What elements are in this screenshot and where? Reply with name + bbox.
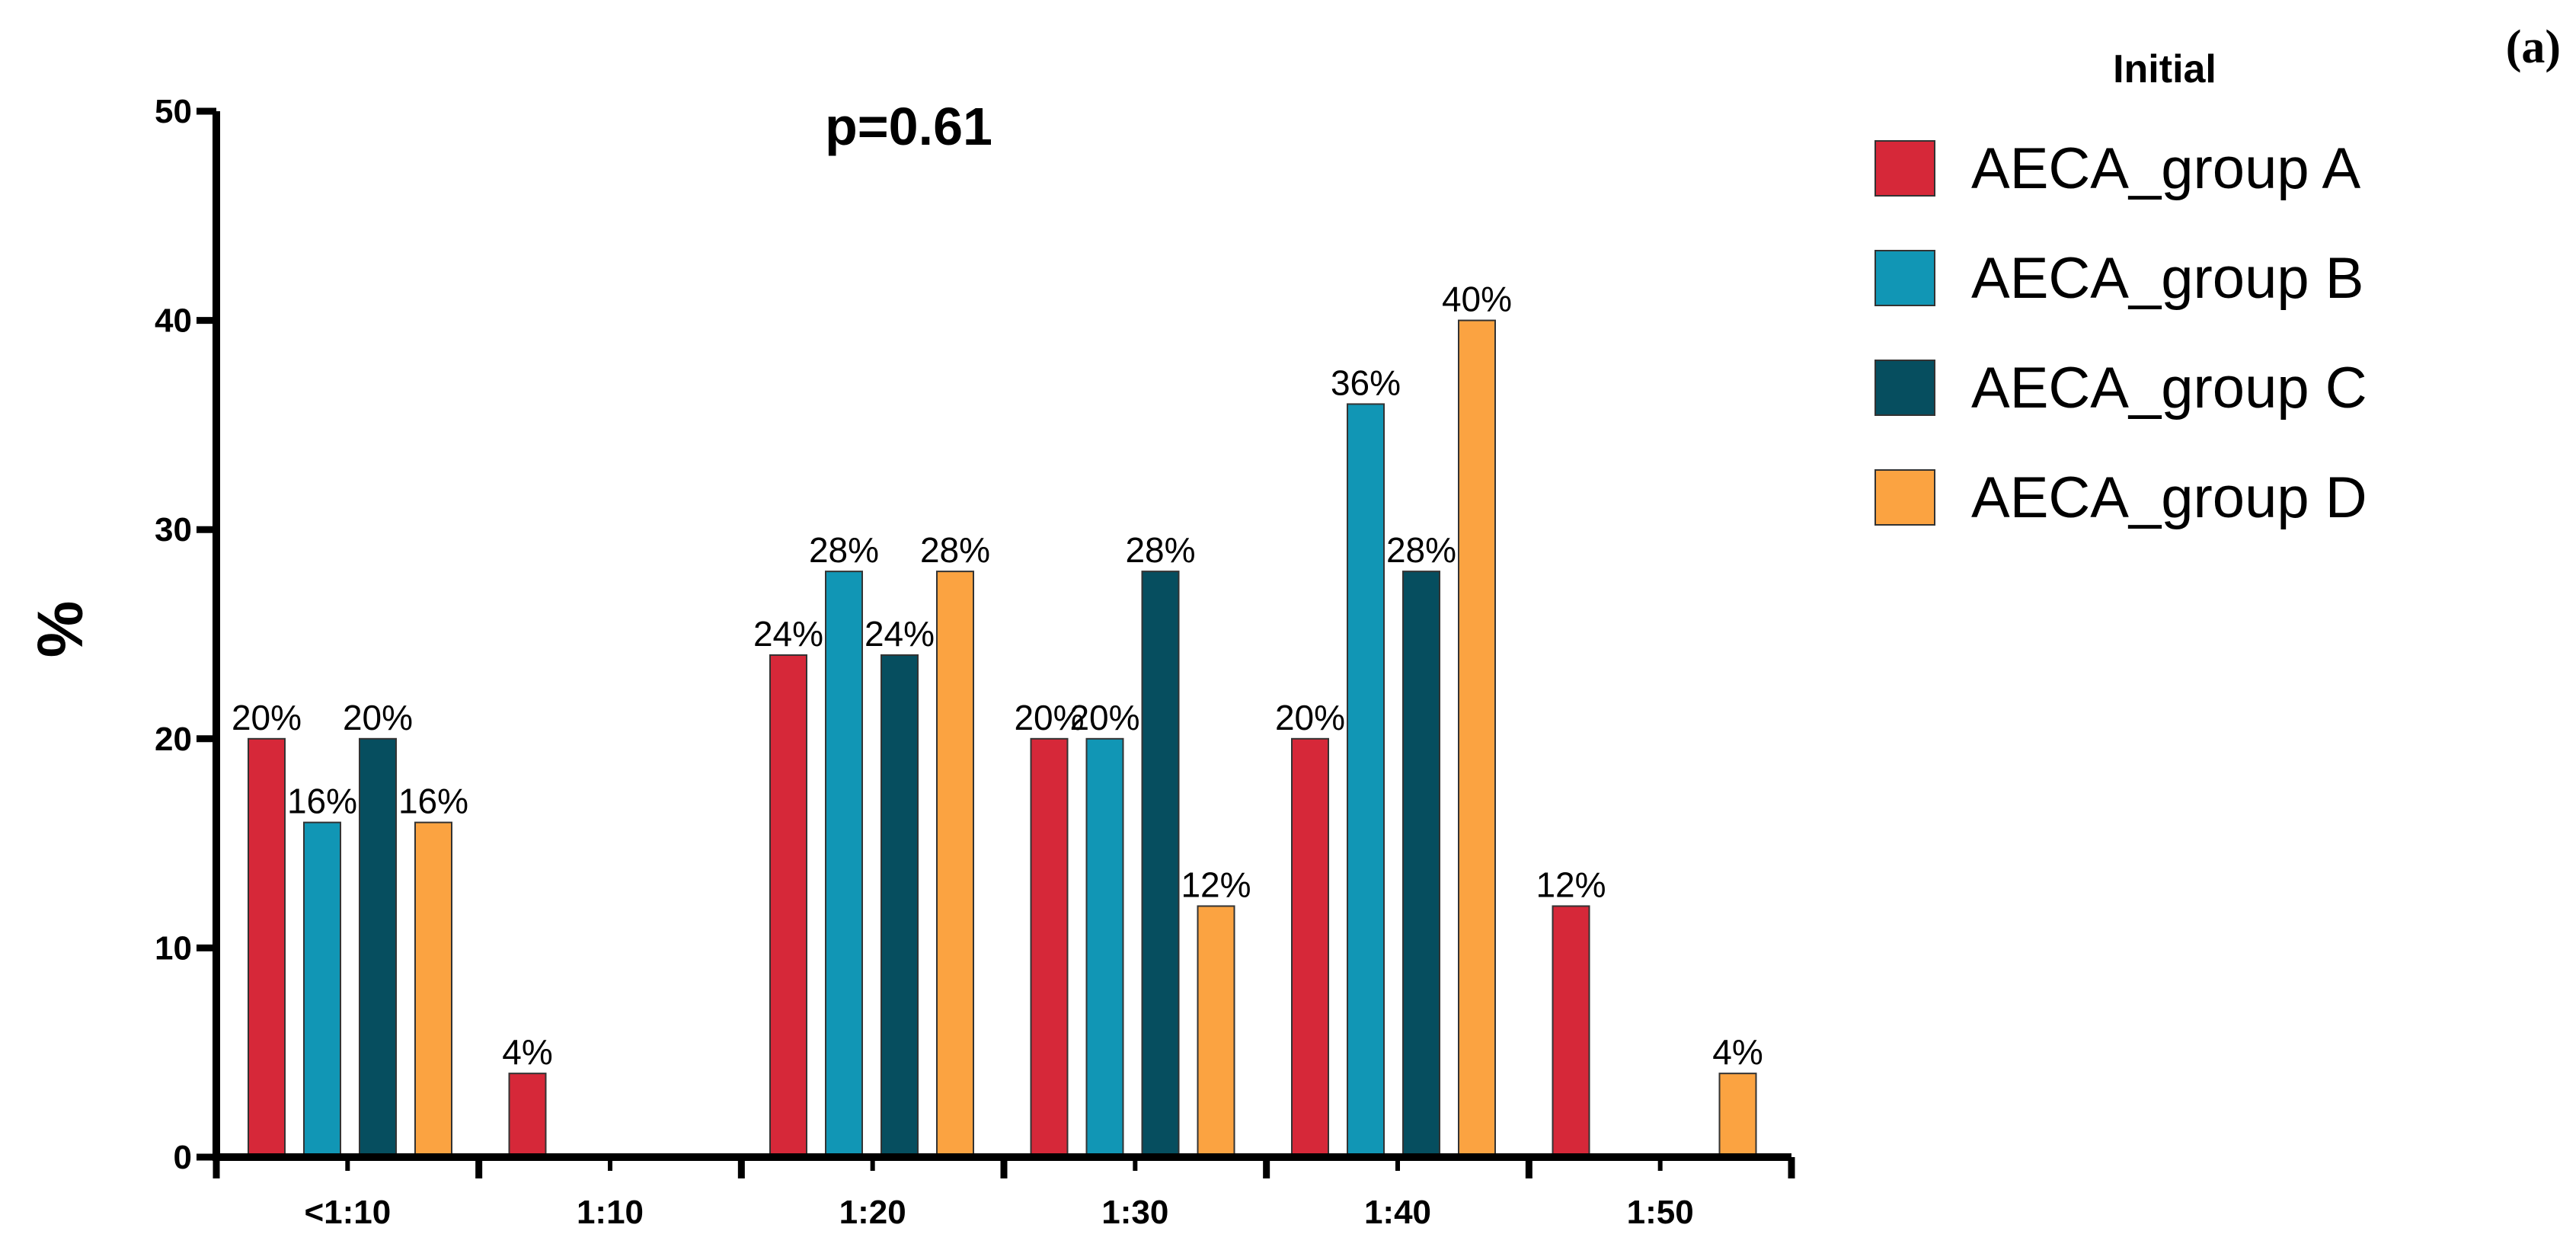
bar-data-label: 20% [232,698,302,737]
bar [359,737,397,1158]
legend-entry: AECA_group C [1971,356,2367,420]
legend-entry: AECA_group D [1971,465,2367,530]
y-tick-label: 20 [155,721,192,758]
bar [1552,905,1590,1158]
bar-data-label: 12% [1536,865,1606,904]
bar [1141,571,1180,1158]
y-tick-label: 50 [155,93,192,130]
legend-swatch [1874,360,1935,416]
bar-data-label: 28% [809,530,879,570]
legend-title: Initial [2113,47,2216,91]
y-tick-label: 10 [155,929,192,967]
bar-data-label: 36% [1331,363,1401,402]
bar [1085,737,1124,1158]
legend-entry: AECA_group A [1971,136,2361,201]
bar-data-label: 40% [1442,280,1512,319]
bar-data-label: 28% [1386,530,1456,570]
bar [881,654,919,1158]
x-tick-label: 1:10 [577,1194,644,1231]
bar-data-label: 20% [1069,698,1139,737]
panel-tag: (a) [2506,21,2561,73]
x-tick-label: 1:20 [839,1194,906,1231]
y-axis-ticks: 0 10 20 30 40 50 [155,93,216,1176]
bar-data-label: 24% [865,614,935,654]
bar [1291,737,1329,1158]
bar-data-label: 20% [343,698,413,737]
legend-entry: AECA_group B [1971,246,2363,311]
bar-data-label: 4% [1712,1032,1763,1072]
bar [414,821,452,1158]
bar-data-label: 28% [1125,530,1195,570]
y-tick-label: 0 [174,1139,192,1176]
legend-swatch [1874,140,1935,197]
bar [508,1073,547,1159]
bar [769,654,807,1158]
bar-data-label: 4% [502,1032,552,1072]
x-tick-label: 1:40 [1364,1194,1431,1231]
x-axis-ticks: <1:10 1:10 1:20 1:30 1:40 1:50 [213,1157,1795,1231]
legend: Initial AECA_group A AECA_group B AECA_gro… [1874,47,2367,530]
x-tick-label: 1:30 [1101,1194,1168,1231]
bar [1030,737,1069,1158]
bar [1718,1073,1757,1159]
bar-data-label: 24% [753,614,823,654]
x-tick-label: <1:10 [304,1194,391,1231]
bar-data-label: 20% [1014,698,1084,737]
bar [936,571,974,1158]
bar [303,821,341,1158]
bar-data-label: 28% [920,530,990,570]
x-tick-label: 1:50 [1627,1194,1694,1231]
legend-swatch [1874,469,1935,526]
bar [248,737,286,1158]
bar [1347,403,1385,1158]
bar-data-label: 16% [398,782,468,821]
bar-data-labels: 20%16%20%16%4%24%28%24%28%20%20%28%12%20… [232,280,1763,1073]
bar [1197,905,1235,1158]
bars [248,319,1757,1159]
bar-data-label: 16% [287,782,357,821]
y-tick-label: 30 [155,511,192,548]
bar [1458,319,1496,1159]
y-tick-label: 40 [155,302,192,340]
y-axis-label: % [24,601,96,658]
bar [1402,571,1440,1158]
legend-swatch [1874,250,1935,306]
bar-data-label: 12% [1181,865,1251,904]
p-value-annotation: p=0.61 [825,97,992,156]
bar-data-label: 20% [1275,698,1345,737]
bar [825,571,863,1158]
